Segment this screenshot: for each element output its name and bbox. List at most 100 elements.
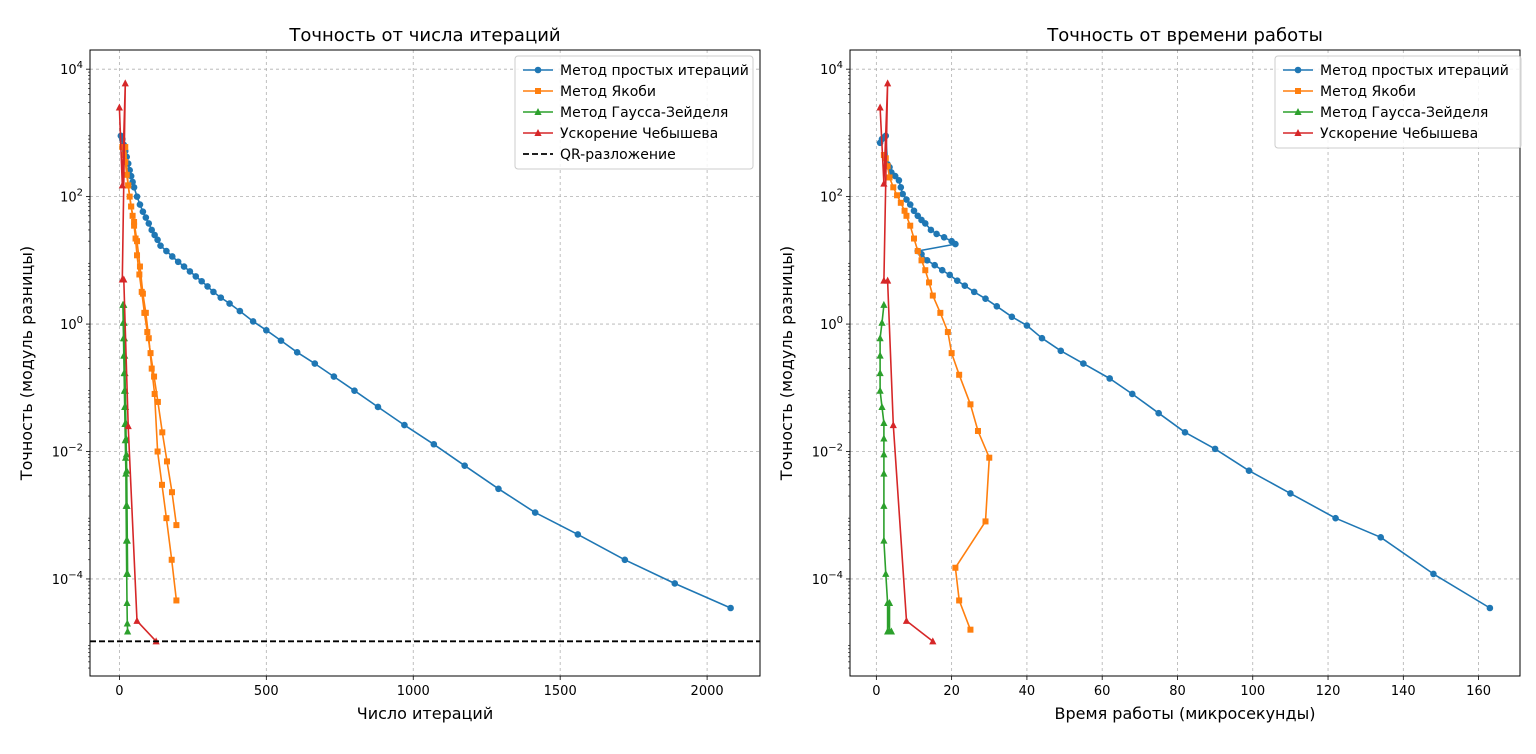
data-point — [885, 598, 894, 606]
data-point — [967, 401, 974, 408]
data-point — [123, 171, 130, 178]
data-point — [125, 182, 132, 189]
y-tick-label: 10−2 — [812, 443, 843, 461]
data-point — [887, 627, 896, 635]
data-point — [144, 329, 151, 336]
legend-marker — [534, 108, 542, 115]
data-point — [880, 419, 888, 427]
y-tick-label: 104 — [60, 60, 83, 78]
x-tick-label: 60 — [1094, 684, 1111, 699]
legend-marker — [534, 66, 542, 74]
data-point — [926, 279, 933, 286]
data-point — [124, 627, 132, 635]
x-tick-label: 1500 — [544, 684, 577, 699]
data-point — [1080, 360, 1087, 367]
data-point — [163, 458, 170, 465]
y-tick-label: 102 — [820, 188, 843, 206]
data-point — [173, 522, 180, 529]
data-point — [311, 360, 319, 367]
data-point — [1430, 570, 1437, 578]
data-point — [897, 199, 904, 206]
data-point — [204, 283, 211, 290]
data-point — [918, 257, 925, 264]
series-line-1 — [883, 154, 991, 630]
data-point — [430, 440, 438, 448]
data-point — [401, 421, 408, 429]
data-point — [124, 422, 132, 430]
data-point — [880, 469, 888, 477]
data-point — [876, 351, 884, 359]
x-tick-label: 120 — [1316, 684, 1341, 699]
data-point — [157, 242, 164, 249]
data-point — [967, 626, 974, 633]
data-point — [151, 373, 158, 380]
data-point — [982, 295, 989, 303]
y-tick-label: 10−4 — [812, 570, 843, 588]
data-point — [148, 365, 155, 372]
x-tick-label: 20 — [943, 684, 960, 699]
data-point — [1211, 445, 1219, 453]
legend-marker — [535, 88, 541, 94]
legend-marker — [1294, 129, 1302, 136]
data-point — [122, 501, 130, 509]
data-point — [128, 203, 135, 210]
x-tick-label: 80 — [1169, 684, 1186, 699]
data-point — [148, 226, 156, 234]
data-point — [929, 637, 937, 645]
data-point — [876, 369, 884, 377]
data-point — [884, 276, 892, 284]
data-point — [136, 263, 143, 270]
data-point — [882, 569, 890, 577]
data-point — [1038, 334, 1046, 342]
legend-label: Метод Якоби — [560, 84, 656, 100]
data-point — [1332, 514, 1339, 522]
data-point — [933, 230, 940, 238]
data-point — [180, 263, 188, 270]
data-point — [1287, 490, 1294, 497]
chart-title: Точность от числа итераций — [288, 25, 560, 46]
legend-label: Метод простых итераций — [1320, 63, 1509, 79]
data-point — [880, 536, 888, 544]
x-tick-label: 0 — [115, 684, 123, 699]
data-point — [121, 453, 130, 461]
data-point — [953, 277, 961, 284]
data-point — [931, 261, 938, 269]
data-point — [173, 597, 180, 604]
data-point — [927, 226, 935, 234]
data-point — [120, 386, 128, 394]
data-point — [884, 79, 892, 87]
data-point — [878, 318, 886, 326]
data-point — [1155, 409, 1162, 417]
data-point — [531, 509, 539, 516]
data-point — [192, 273, 200, 280]
data-point — [937, 309, 944, 316]
data-point — [132, 235, 139, 242]
data-point — [123, 598, 131, 606]
data-point — [121, 436, 129, 444]
series-line-0 — [120, 135, 731, 609]
data-point — [133, 193, 141, 200]
data-point — [118, 181, 126, 189]
data-point — [878, 402, 886, 410]
data-point — [907, 222, 914, 229]
data-point — [210, 288, 217, 296]
data-point — [293, 349, 301, 356]
data-point — [495, 485, 502, 493]
right-chart: 0 20 40 60 80 100 120 140 160 10−4 10−2 100 102 104 То… — [777, 25, 1522, 723]
y-axis-label: Точность (модуль разницы) — [777, 246, 796, 481]
data-point — [122, 469, 130, 477]
legend: Метод простых итераций Метод Якоби Метод Г… — [514, 55, 754, 170]
data-point — [876, 334, 884, 342]
data-point — [133, 616, 141, 624]
data-point — [993, 303, 1001, 310]
data-point — [1377, 534, 1385, 541]
data-point — [894, 192, 901, 199]
data-point — [159, 429, 166, 436]
data-point — [889, 421, 897, 429]
data-point — [158, 481, 165, 488]
data-point — [1106, 375, 1114, 382]
data-point — [880, 501, 888, 509]
data-point — [145, 220, 153, 227]
legend-box — [1274, 55, 1522, 149]
data-point — [374, 403, 382, 411]
